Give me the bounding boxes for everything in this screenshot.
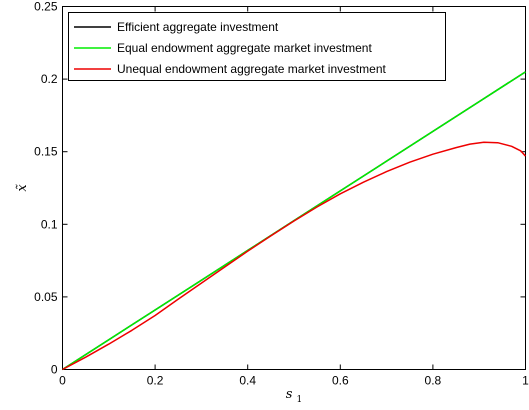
y-tick-label: 0.25 <box>34 0 58 14</box>
y-axis-label: x̃ <box>15 184 30 192</box>
series-group <box>62 71 527 371</box>
y-tick-label: 0.05 <box>34 290 58 304</box>
x-tick-label: 0.6 <box>332 374 349 388</box>
y-tick-label: 0.2 <box>41 72 58 86</box>
legend: Efficient aggregate investment Equal end… <box>68 12 446 81</box>
tick-group <box>62 6 526 370</box>
tick-label-group: 0 0.2 0.4 0.6 0.8 1 0 0.05 0.1 0.15 0.2 0.25 <box>34 0 529 388</box>
legend-label-efficient: Efficient aggregate investment <box>117 20 279 34</box>
x-tick-label: 0.2 <box>147 374 164 388</box>
y-tick-label: 0 <box>51 363 58 377</box>
legend-label-equal: Equal endowment aggregate market investm… <box>117 41 372 55</box>
x-tick-label: 1 <box>522 374 529 388</box>
x-tick-label: 0.4 <box>239 374 256 388</box>
x-tick-label: 0 <box>59 374 66 388</box>
y-tick-label: 0.15 <box>34 145 58 159</box>
legend-box <box>68 12 446 81</box>
y-tick-label: 0.1 <box>41 217 58 231</box>
x-tick-label: 0.8 <box>425 374 442 388</box>
series-line-unequal <box>62 141 527 371</box>
x-axis-label: s 1 <box>286 387 303 405</box>
legend-label-unequal: Unequal endowment aggregate market inves… <box>117 62 386 76</box>
x-axis-label-subscript: 1 <box>297 395 303 405</box>
